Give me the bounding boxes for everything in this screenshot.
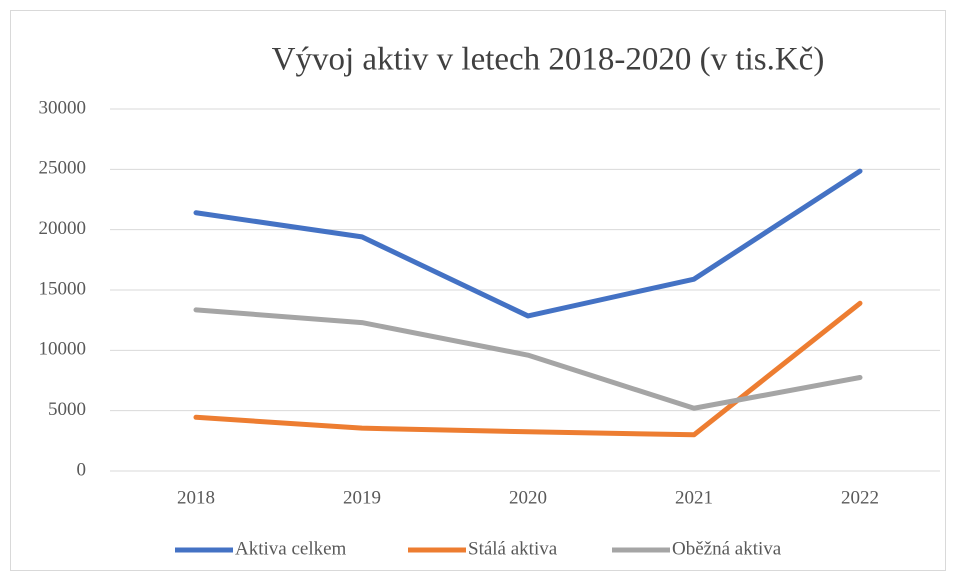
series-line xyxy=(193,307,863,411)
y-tick-label: 25000 xyxy=(39,158,87,179)
y-tick-label: 0 xyxy=(77,459,87,480)
legend-label: Aktiva celkem xyxy=(235,538,347,559)
x-tick-label: 2020 xyxy=(509,487,547,508)
x-tick-label: 2019 xyxy=(343,487,381,508)
legend-label: Stálá aktiva xyxy=(468,538,558,559)
x-tick-label: 2018 xyxy=(177,487,215,508)
legend-label: Oběžná aktiva xyxy=(672,538,782,559)
series-line xyxy=(193,300,863,438)
x-tick-label: 2021 xyxy=(675,487,713,508)
series-line xyxy=(193,168,863,319)
x-tick-label: 2022 xyxy=(841,487,879,508)
chart-title: Vývoj aktiv v letech 2018-2020 (v tis.Kč… xyxy=(272,42,825,78)
y-tick-label: 5000 xyxy=(48,399,86,420)
y-tick-label: 15000 xyxy=(39,278,87,299)
y-tick-label: 20000 xyxy=(39,218,87,239)
y-tick-label: 10000 xyxy=(39,339,87,360)
y-tick-label: 30000 xyxy=(39,97,87,118)
